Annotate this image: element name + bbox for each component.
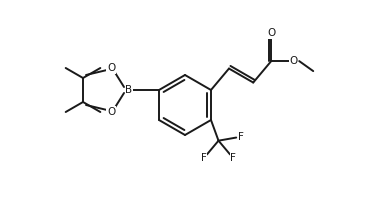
Text: O: O <box>107 63 115 73</box>
Text: O: O <box>107 107 115 117</box>
Text: B: B <box>126 85 132 95</box>
Text: F: F <box>238 132 244 142</box>
Text: O: O <box>267 28 275 38</box>
Text: F: F <box>230 153 236 163</box>
Text: O: O <box>289 56 297 66</box>
Text: F: F <box>201 153 207 163</box>
